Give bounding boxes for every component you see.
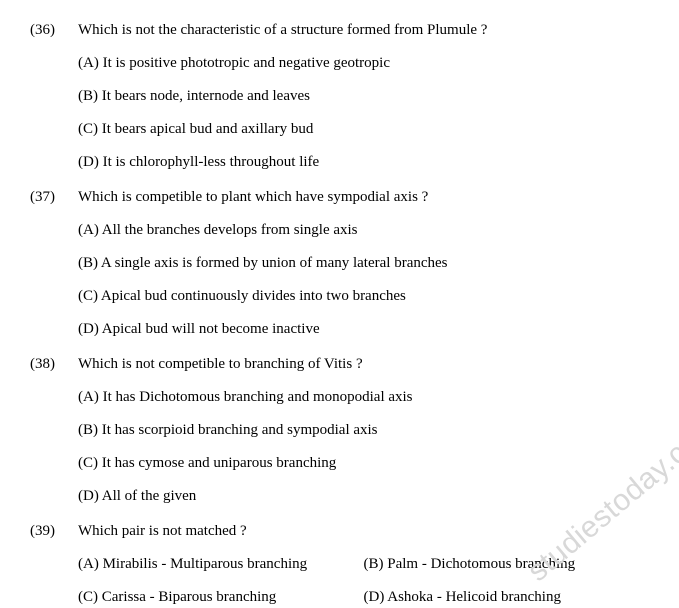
question-number: (37) (30, 187, 78, 208)
question-number: (36) (30, 20, 78, 41)
option-c: (C) It has cymose and uniparous branchin… (78, 453, 649, 474)
question-39: (39) Which pair is not matched ? (A) Mir… (30, 521, 649, 608)
question-text: Which pair is not matched ? (78, 521, 649, 542)
option-c: (C) Carissa - Biparous branching (78, 587, 364, 608)
option-d: (D) Apical bud will not become inactive (78, 319, 649, 340)
option-row-2: (C) Carissa - Biparous branching (D) Ash… (78, 587, 649, 608)
option-d: (D) Ashoka - Helicoid branching (364, 587, 650, 608)
question-row: (39) Which pair is not matched ? (30, 521, 649, 542)
option-a: (A) It has Dichotomous branching and mon… (78, 387, 649, 408)
question-38: (38) Which is not competible to branchin… (30, 354, 649, 507)
question-text: Which is not the characteristic of a str… (78, 20, 649, 41)
option-b: (B) Palm - Dichotomous branching (364, 554, 650, 575)
option-a: (A) Mirabilis - Multiparous branching (78, 554, 364, 575)
option-c: (C) It bears apical bud and axillary bud (78, 119, 649, 140)
option-a: (A) It is positive phototropic and negat… (78, 53, 649, 74)
option-row-1: (A) Mirabilis - Multiparous branching (B… (78, 554, 649, 575)
option-d: (D) All of the given (78, 486, 649, 507)
question-row: (37) Which is competible to plant which … (30, 187, 649, 208)
question-row: (38) Which is not competible to branchin… (30, 354, 649, 375)
option-b: (B) It bears node, internode and leaves (78, 86, 649, 107)
question-row: (36) Which is not the characteristic of … (30, 20, 649, 41)
option-c: (C) Apical bud continuously divides into… (78, 286, 649, 307)
question-number: (39) (30, 521, 78, 542)
option-b: (B) It has scorpioid branching and sympo… (78, 420, 649, 441)
option-b: (B) A single axis is formed by union of … (78, 253, 649, 274)
question-text: Which is not competible to branching of … (78, 354, 649, 375)
question-37: (37) Which is competible to plant which … (30, 187, 649, 340)
question-36: (36) Which is not the characteristic of … (30, 20, 649, 173)
question-number: (38) (30, 354, 78, 375)
option-a: (A) All the branches develops from singl… (78, 220, 649, 241)
question-text: Which is competible to plant which have … (78, 187, 649, 208)
option-d: (D) It is chlorophyll-less throughout li… (78, 152, 649, 173)
